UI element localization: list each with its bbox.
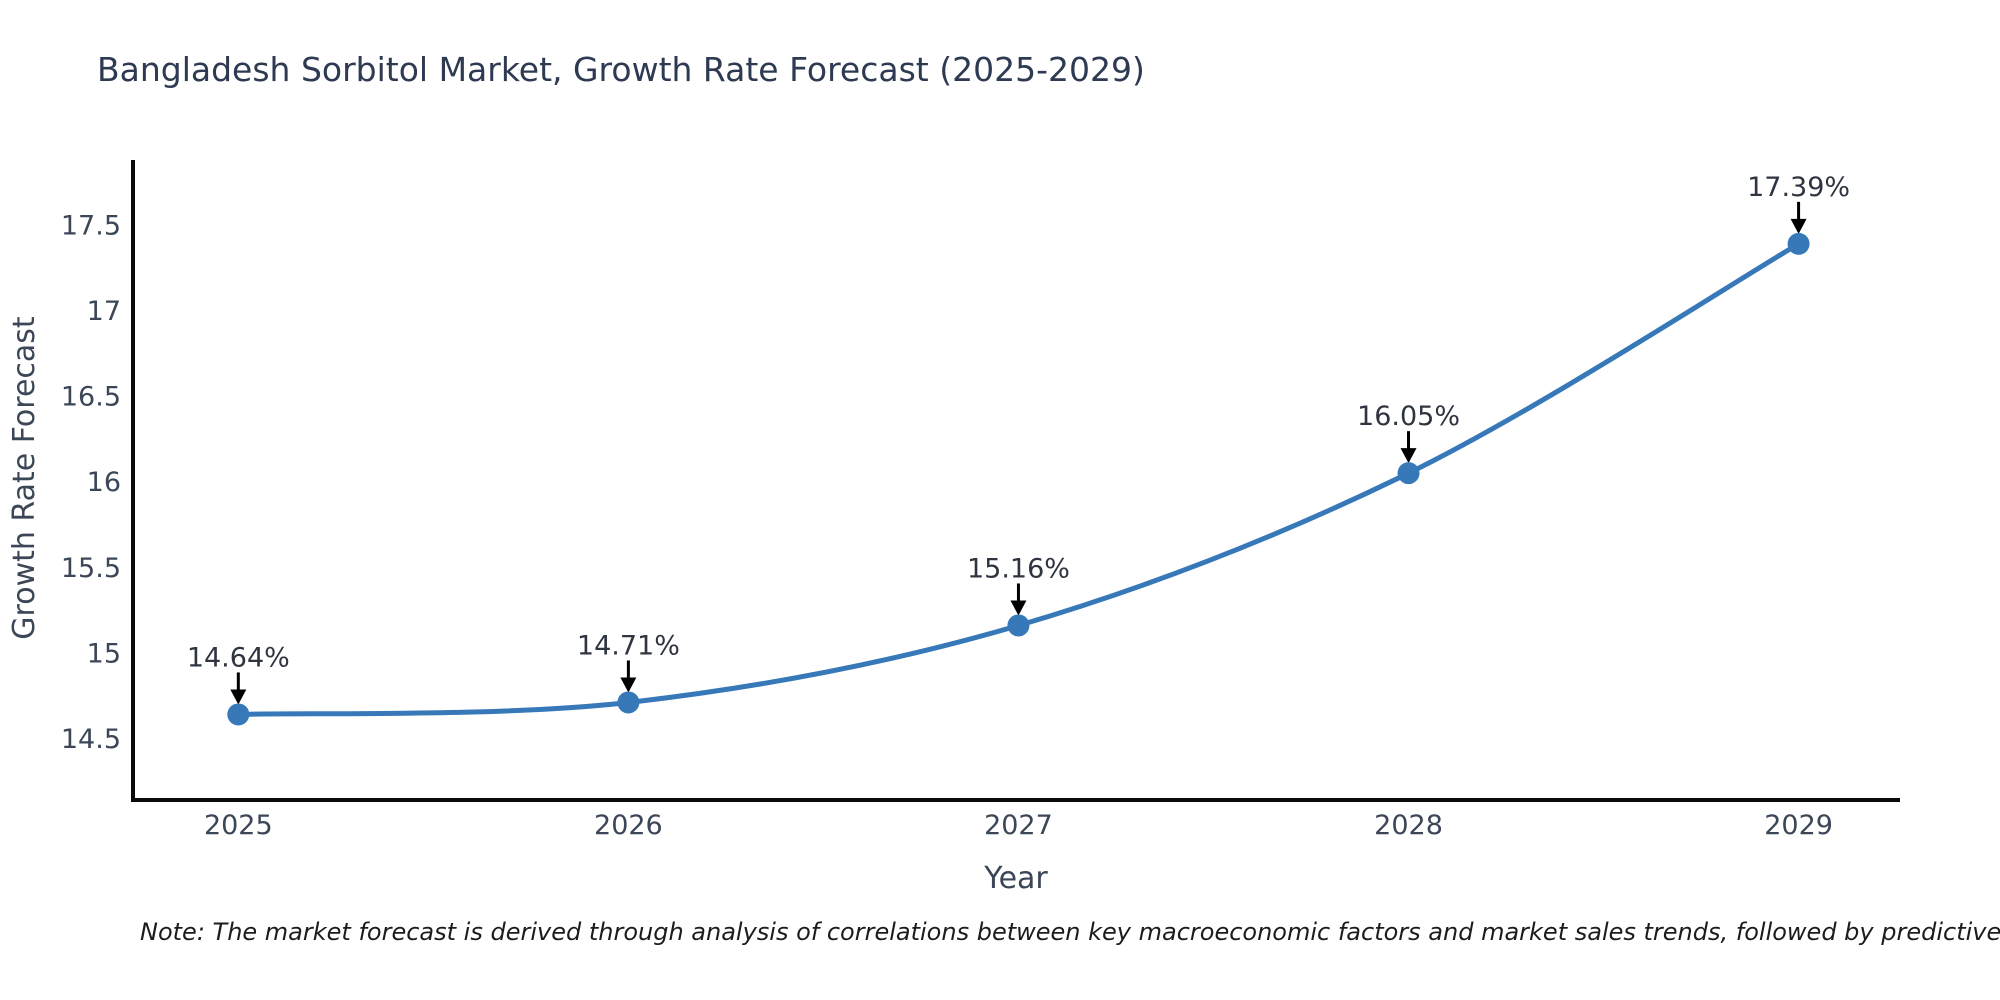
annotation-arrowhead — [620, 677, 637, 693]
y-tick-label: 16.5 — [61, 382, 121, 413]
data-point-marker — [1787, 232, 1810, 255]
x-tick-label: 2025 — [204, 810, 273, 841]
chart-title: Bangladesh Sorbitol Market, Growth Rate … — [97, 50, 1145, 89]
data-point-marker — [1397, 462, 1420, 485]
plot-area: 14.5 15 15.5 16 16.5 17 17.5 2025 2026 2027 2028 20… — [61, 160, 1900, 841]
annotation-label: 17.39% — [1747, 172, 1850, 203]
x-axis-label: Year — [983, 861, 1048, 896]
y-tick-label: 17 — [87, 296, 121, 327]
data-point-marker — [617, 691, 640, 714]
y-tick-label: 15.5 — [61, 553, 121, 584]
trend-line — [235, 241, 1802, 717]
annotation-label: 14.71% — [577, 630, 680, 661]
data-point-marker — [227, 703, 250, 726]
y-tick-label: 15 — [87, 638, 121, 669]
annotation-arrowhead — [1400, 448, 1417, 464]
y-axis-label: Growth Rate Forecast — [7, 316, 42, 640]
y-tick-label: 14.5 — [61, 724, 121, 755]
annotation-label: 16.05% — [1357, 401, 1460, 432]
footnote: Note: The market forecast is derived thr… — [140, 918, 2000, 946]
annotation-arrowhead — [1790, 218, 1807, 234]
data-point-marker — [1007, 614, 1030, 637]
y-tick-label: 16 — [87, 467, 121, 498]
x-tick-label: 2027 — [984, 810, 1053, 841]
x-tick-label: 2028 — [1374, 810, 1443, 841]
annotation-label: 14.64% — [187, 642, 290, 673]
annotation-label: 15.16% — [967, 553, 1070, 584]
x-tick-label: 2029 — [1764, 810, 1833, 841]
y-tick-label: 17.5 — [61, 211, 121, 242]
annotation-arrowhead — [1010, 600, 1027, 616]
annotation-arrowhead — [230, 689, 247, 705]
x-tick-label: 2026 — [594, 810, 663, 841]
